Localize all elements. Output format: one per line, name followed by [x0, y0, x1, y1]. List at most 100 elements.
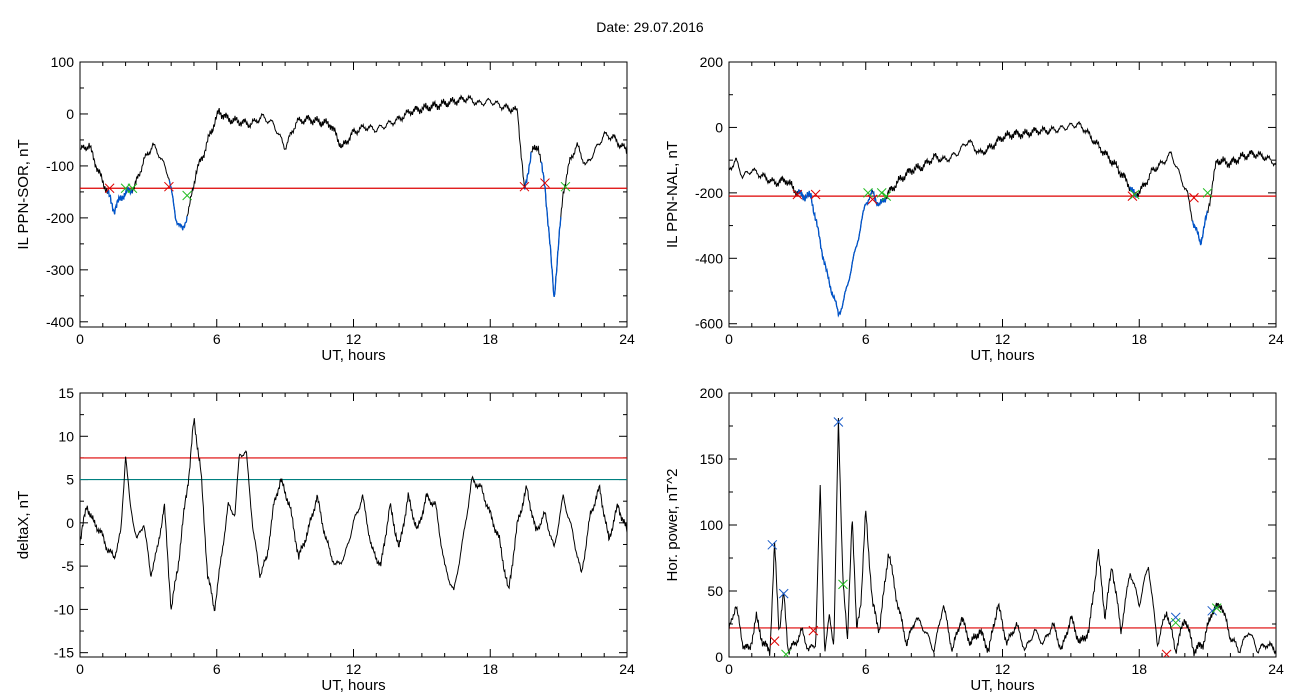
- marker-stroke: [833, 417, 844, 427]
- panel-il-ppn-sor: 0 6 12 18 24 100 0 -100 -200 -300 -400 UT, hours IL …: [15, 54, 635, 364]
- marker-stroke: [1211, 603, 1222, 614]
- event-marker-green: [182, 190, 192, 201]
- marker-stroke: [1170, 612, 1181, 623]
- marker-stroke: [540, 178, 550, 188]
- marker-stroke: [867, 194, 878, 205]
- event-marker-red: [1161, 649, 1172, 657]
- marker-stroke: [810, 189, 821, 200]
- x-tick-label: 24: [619, 661, 635, 677]
- event-marker-red: [164, 181, 174, 192]
- event-marker-green: [1211, 603, 1222, 614]
- event-marker-green: [881, 191, 892, 201]
- event-marker-blue: [767, 539, 778, 550]
- event-marker-green: [863, 188, 873, 198]
- x-tick-label: 12: [346, 331, 362, 347]
- x-tick-label: 18: [1131, 331, 1147, 347]
- marker-stroke: [876, 188, 887, 198]
- x-tick-label: 6: [213, 661, 221, 677]
- marker-stroke: [778, 588, 789, 599]
- y-tick-label: -200: [46, 210, 74, 226]
- plot-area: [729, 417, 1276, 657]
- plot-area: [729, 121, 1276, 318]
- highlight-segment: [524, 152, 532, 190]
- data-trace: [80, 418, 627, 612]
- event-marker-green: [876, 188, 887, 198]
- event-marker-blue: [778, 588, 789, 599]
- event-marker-red: [808, 625, 819, 636]
- y-tick-label: 150: [700, 451, 724, 467]
- figure-title: Date: 29.07.2016: [596, 19, 704, 35]
- marker-stroke: [1170, 617, 1181, 628]
- y-tick-label: 100: [51, 54, 75, 70]
- y-tick-label: -400: [695, 250, 723, 266]
- marker-stroke: [519, 181, 530, 192]
- y-tick-label: 0: [715, 649, 723, 665]
- marker-stroke: [1207, 605, 1218, 616]
- y-tick-label: 100: [700, 517, 724, 533]
- highlight-segment: [1191, 210, 1208, 246]
- y-tick-label: 200: [700, 385, 724, 401]
- y-tick-label: 15: [58, 385, 74, 401]
- event-marker-green: [1129, 189, 1140, 200]
- y-tick-label: 10: [58, 428, 74, 444]
- marker-stroke: [863, 188, 873, 198]
- event-marker-green: [120, 183, 131, 194]
- marker-stroke: [838, 579, 848, 590]
- y-tick-label: 5: [66, 472, 74, 488]
- y-axis-label: deltaX, nT: [15, 491, 32, 559]
- data-trace: [729, 417, 1276, 657]
- y-tick-label: -5: [62, 558, 75, 574]
- x-axis-label: UT, hours: [970, 347, 1034, 364]
- y-tick-label: 200: [700, 54, 724, 70]
- y-tick-label: 0: [66, 515, 74, 531]
- marker-stroke: [560, 181, 571, 192]
- y-tick-label: -600: [695, 316, 723, 332]
- data-trace: [80, 94, 627, 297]
- x-tick-label: 6: [213, 331, 221, 347]
- marker-stroke: [182, 190, 192, 201]
- x-tick-label: 12: [995, 661, 1011, 677]
- marker-stroke: [1129, 189, 1140, 200]
- plot-frame: [79, 61, 628, 328]
- event-marker-green: [1170, 617, 1181, 628]
- x-tick-label: 18: [482, 331, 498, 347]
- event-marker-blue: [1170, 612, 1181, 623]
- event-marker-green: [1202, 188, 1213, 198]
- marker-stroke: [127, 183, 138, 194]
- y-tick-label: -400: [46, 314, 74, 330]
- event-marker-red: [104, 183, 115, 194]
- panel-deltax: 0 6 12 18 24 15 10 5 0 -5 -10 -15 UT, hours deltaX, n…: [15, 385, 635, 694]
- y-tick-label: -200: [695, 185, 723, 201]
- y-tick-label: 0: [66, 106, 74, 122]
- y-tick-label: -15: [54, 645, 74, 661]
- plot-area: [80, 418, 627, 612]
- panel-hor-power: 0 6 12 18 24 200 150 100 50 0 UT, hours Hor. power,…: [664, 385, 1284, 694]
- data-trace: [729, 121, 1276, 318]
- x-axis-label: UT, hours: [321, 677, 385, 694]
- y-axis-label: IL PPN-SOR, nT: [15, 139, 32, 249]
- event-marker-red: [769, 636, 780, 647]
- event-marker-green: [838, 579, 848, 590]
- highlight-segment: [540, 161, 562, 297]
- x-axis-label: UT, hours: [321, 347, 385, 364]
- highlight-segment: [168, 179, 188, 231]
- y-tick-label: -10: [54, 601, 74, 617]
- x-tick-label: 6: [862, 331, 870, 347]
- y-tick-label: -100: [46, 158, 74, 174]
- event-marker-red: [810, 189, 821, 200]
- marker-stroke: [164, 181, 174, 192]
- x-tick-label: 0: [725, 331, 733, 347]
- x-tick-label: 18: [482, 661, 498, 677]
- event-marker-red: [519, 181, 530, 192]
- event-marker-blue: [833, 417, 844, 427]
- y-tick-label: 0: [715, 119, 723, 135]
- event-marker-red: [1189, 192, 1199, 203]
- y-tick-label: -300: [46, 262, 74, 278]
- marker-stroke: [104, 183, 115, 194]
- y-axis-label: IL PPN-NAL, nT: [664, 141, 681, 248]
- marker-stroke: [792, 189, 803, 200]
- x-axis-label: UT, hours: [970, 677, 1034, 694]
- event-marker-red: [867, 194, 878, 205]
- event-marker-green: [560, 181, 571, 192]
- marker-stroke: [767, 539, 778, 550]
